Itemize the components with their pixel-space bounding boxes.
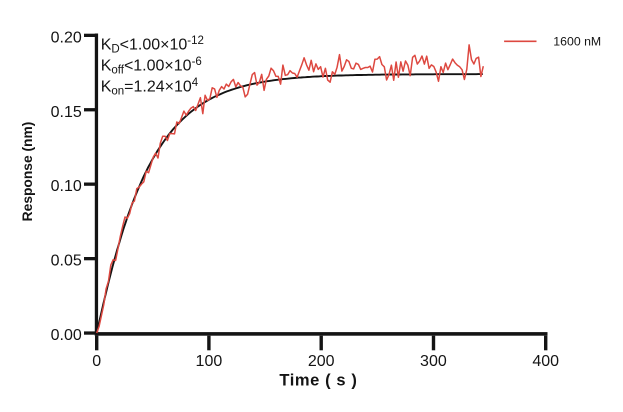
svg-text:300: 300: [420, 353, 447, 370]
svg-text:0.10: 0.10: [51, 178, 82, 195]
svg-text:1600 nM: 1600 nM: [553, 35, 601, 49]
svg-text:0.05: 0.05: [51, 253, 82, 270]
svg-text:Koff<1.00×10-6: Koff<1.00×10-6: [101, 56, 202, 77]
svg-text:0.15: 0.15: [51, 104, 82, 121]
svg-text:Time ( s ): Time ( s ): [279, 372, 357, 390]
svg-text:200: 200: [308, 353, 335, 370]
svg-text:0: 0: [92, 353, 101, 370]
svg-text:100: 100: [196, 353, 223, 370]
svg-text:Kon=1.24×104: Kon=1.24×104: [101, 77, 199, 98]
svg-text:0.20: 0.20: [51, 29, 82, 46]
svg-text:0.00: 0.00: [51, 327, 82, 344]
svg-text:400: 400: [532, 353, 559, 370]
svg-text:KD<1.00×10-12: KD<1.00×10-12: [101, 35, 204, 56]
svg-text:Response (nm): Response (nm): [20, 122, 35, 222]
